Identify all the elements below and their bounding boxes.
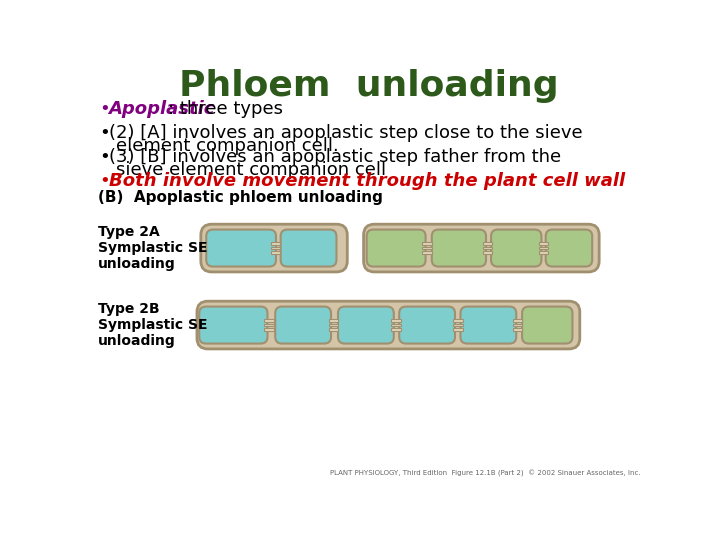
Bar	[423, 251, 432, 254]
Text: : three types: : three types	[168, 100, 282, 118]
Bar	[392, 328, 401, 331]
Bar	[539, 251, 548, 254]
Bar	[483, 242, 492, 245]
Bar	[513, 323, 523, 326]
Text: •: •	[99, 100, 110, 118]
FancyBboxPatch shape	[546, 230, 593, 267]
Bar	[264, 323, 274, 326]
Bar	[392, 319, 401, 322]
FancyBboxPatch shape	[281, 230, 336, 267]
Bar	[264, 328, 274, 331]
FancyBboxPatch shape	[366, 230, 426, 267]
Text: Both involve movement through the plant cell wall: Both involve movement through the plant …	[109, 172, 625, 190]
Text: element companion cell.: element companion cell.	[117, 137, 339, 155]
Text: Type 2A
Symplastic SE
unloading: Type 2A Symplastic SE unloading	[98, 225, 207, 272]
Text: •: •	[99, 148, 110, 166]
Bar	[329, 319, 338, 322]
Bar	[271, 251, 280, 254]
Bar	[513, 328, 523, 331]
Bar	[423, 242, 432, 245]
Text: (3) [B] involves an apoplastic step father from the: (3) [B] involves an apoplastic step fath…	[109, 148, 561, 166]
Bar	[483, 251, 492, 254]
Bar	[329, 328, 338, 331]
FancyBboxPatch shape	[461, 307, 516, 343]
Text: Type 2B
Symplastic SE
unloading: Type 2B Symplastic SE unloading	[98, 302, 207, 348]
Bar	[539, 242, 548, 245]
Bar	[483, 247, 492, 249]
Bar	[329, 323, 338, 326]
Bar	[264, 319, 274, 322]
Text: (2) [A] involves an apoplastic step close to the sieve: (2) [A] involves an apoplastic step clos…	[109, 124, 582, 142]
Text: PLANT PHYSIOLOGY, Third Edition  Figure 12.1B (Part 2)  © 2002 Sinauer Associate: PLANT PHYSIOLOGY, Third Edition Figure 1…	[330, 470, 640, 477]
Bar	[271, 242, 280, 245]
Text: •: •	[99, 124, 110, 142]
FancyBboxPatch shape	[199, 307, 267, 343]
FancyBboxPatch shape	[275, 307, 331, 343]
Bar	[539, 247, 548, 249]
FancyBboxPatch shape	[522, 307, 572, 343]
Bar	[454, 323, 463, 326]
FancyBboxPatch shape	[206, 230, 276, 267]
Bar	[454, 328, 463, 331]
FancyBboxPatch shape	[491, 230, 541, 267]
FancyBboxPatch shape	[364, 224, 599, 272]
Bar	[392, 323, 401, 326]
Text: Apoplastic: Apoplastic	[109, 100, 215, 118]
Text: (B)  Apoplastic phloem unloading: (B) Apoplastic phloem unloading	[98, 190, 382, 205]
FancyBboxPatch shape	[338, 307, 394, 343]
FancyBboxPatch shape	[399, 307, 455, 343]
FancyBboxPatch shape	[197, 301, 580, 349]
Text: sieve element companion cell: sieve element companion cell	[117, 161, 387, 179]
Bar	[513, 319, 523, 322]
Text: •: •	[99, 172, 110, 190]
Bar	[454, 319, 463, 322]
Bar	[423, 247, 432, 249]
Text: Phloem  unloading: Phloem unloading	[179, 69, 559, 103]
FancyBboxPatch shape	[201, 224, 347, 272]
Bar	[271, 247, 280, 249]
FancyBboxPatch shape	[432, 230, 486, 267]
